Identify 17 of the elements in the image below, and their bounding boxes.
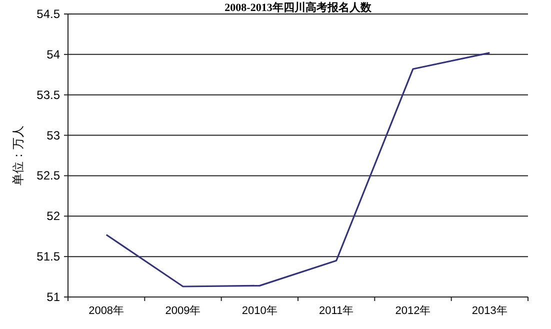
x-tick-label: 2013年 xyxy=(472,305,508,317)
y-tick-label: 52.5 xyxy=(36,168,60,183)
x-tick-label: 2012年 xyxy=(395,305,431,317)
x-tick-label: 2010年 xyxy=(242,305,278,317)
y-tick-label: 51.5 xyxy=(36,250,60,264)
y-axis-title: 单位：万人 xyxy=(11,126,25,186)
y-tick-label: 54.5 xyxy=(36,7,60,21)
y-tick-label: 53 xyxy=(46,128,60,142)
y-tick-label: 51 xyxy=(46,290,60,304)
line-series xyxy=(106,52,490,288)
chart-title: 2008-2013年四川高考报名人数 xyxy=(224,1,372,14)
x-tick-label: 2008年 xyxy=(88,305,124,317)
y-tick-label: 54 xyxy=(46,47,60,62)
x-tick-label: 2009年 xyxy=(165,305,201,317)
x-tick-label: 2011年 xyxy=(319,305,354,317)
y-tick-label: 52 xyxy=(46,209,60,224)
y-tick-label: 53.5 xyxy=(36,88,60,102)
